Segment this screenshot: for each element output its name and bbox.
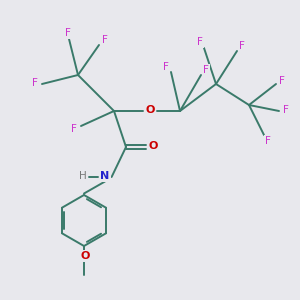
Text: F: F <box>163 61 169 72</box>
Text: H: H <box>79 171 86 182</box>
Text: F: F <box>279 76 285 86</box>
Text: F: F <box>283 105 289 116</box>
Text: F: F <box>203 64 209 75</box>
Text: O: O <box>148 141 158 152</box>
Text: F: F <box>265 136 271 146</box>
Text: N: N <box>100 171 109 182</box>
Text: O: O <box>80 251 90 261</box>
Text: F: F <box>102 34 108 45</box>
Text: F: F <box>239 40 245 51</box>
Text: F: F <box>64 28 70 38</box>
Text: O: O <box>145 105 155 116</box>
Text: F: F <box>32 78 38 88</box>
Text: F: F <box>197 37 203 47</box>
Text: F: F <box>70 124 76 134</box>
